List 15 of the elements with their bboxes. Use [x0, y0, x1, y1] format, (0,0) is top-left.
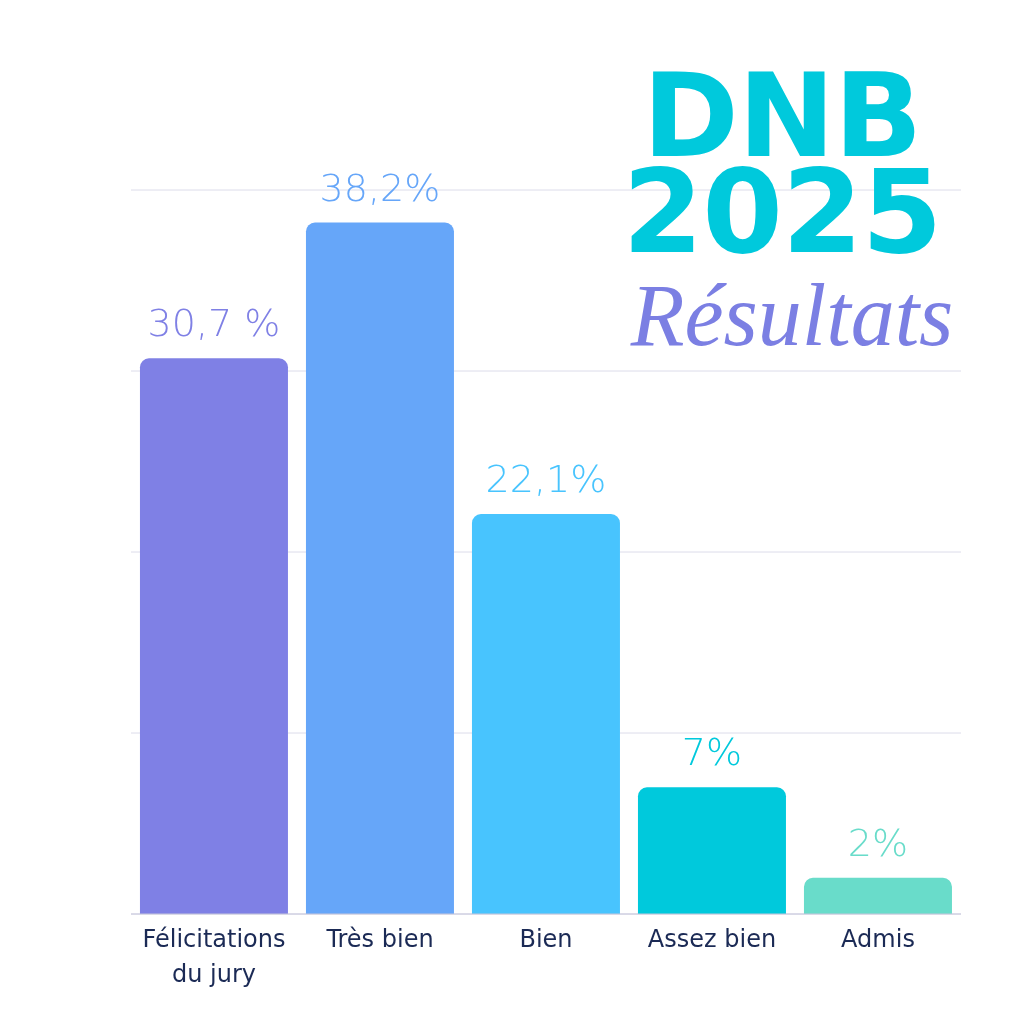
x-tick-label: Admis — [841, 925, 915, 954]
data-label: 38,2% — [319, 165, 441, 210]
x-tick-label: Assez bien — [647, 925, 777, 954]
bar — [637, 787, 786, 914]
bar — [305, 222, 454, 914]
data-label: 30,7 % — [147, 301, 281, 346]
data-label: 2% — [847, 820, 909, 865]
bar — [803, 877, 952, 914]
bar — [139, 358, 288, 914]
data-label: 7% — [681, 730, 743, 775]
x-tick-label: Bien — [519, 925, 573, 954]
data-label: 22,1% — [485, 456, 607, 501]
x-tick-label: Très bien — [325, 925, 434, 954]
x-tick-label: Félicitations du jury — [142, 925, 286, 989]
bar — [471, 513, 620, 914]
